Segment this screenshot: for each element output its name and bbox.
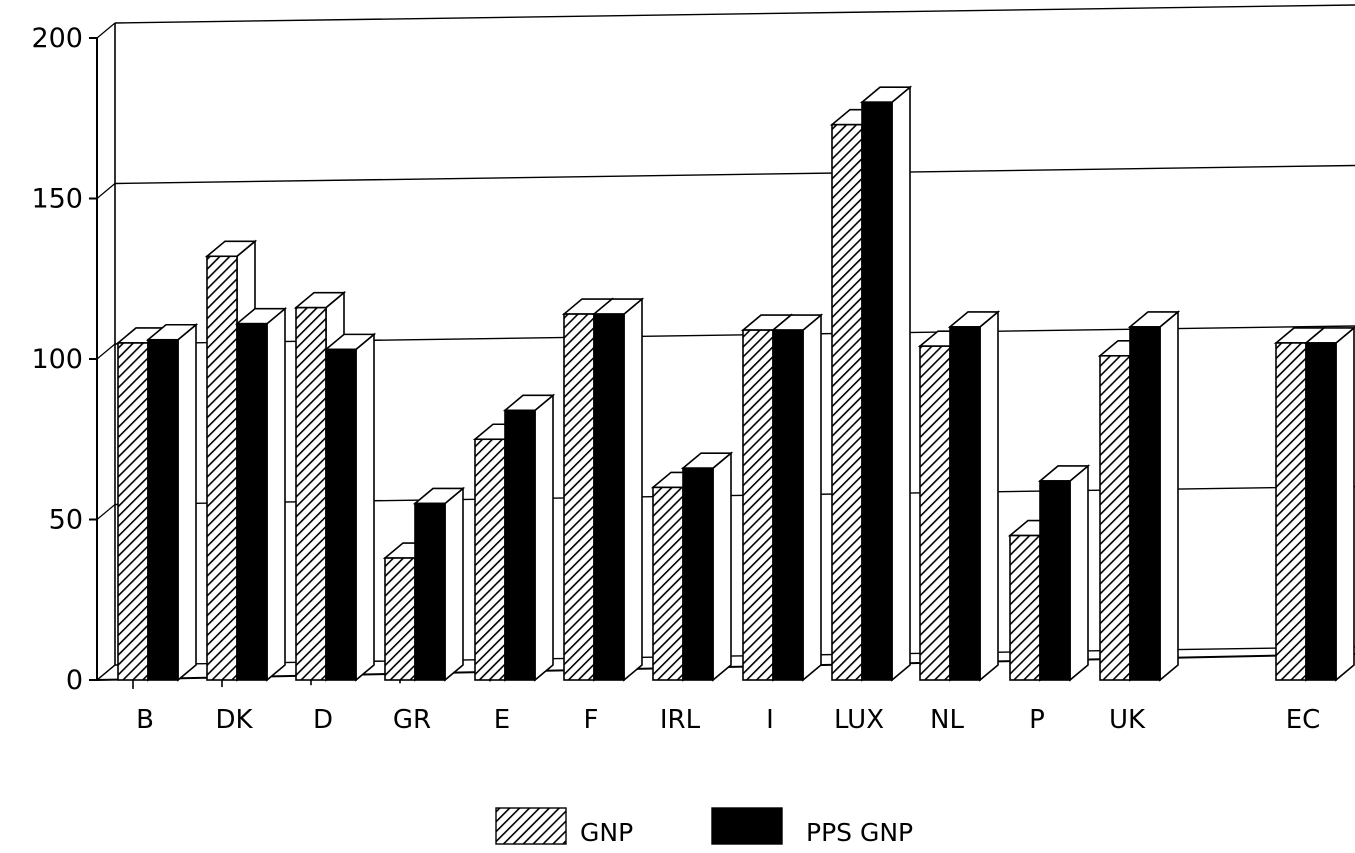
bar-side-face xyxy=(1069,464,1089,682)
x-tick-label: I xyxy=(766,705,774,735)
bar-side-face xyxy=(891,85,911,682)
y-depth-line xyxy=(96,183,116,199)
x-tick-label: P xyxy=(1029,705,1045,735)
bar-pps-gnp-b xyxy=(145,323,199,682)
bar-front-face xyxy=(1039,480,1071,681)
bar-front-face xyxy=(1099,354,1131,681)
bar-side-face xyxy=(1159,310,1179,682)
bar-front-face xyxy=(117,342,149,681)
bar-front-face xyxy=(325,348,357,681)
gridline xyxy=(114,164,1355,185)
legend: GNP PPS GNP xyxy=(495,807,913,847)
bar-pps-gnp-i xyxy=(770,313,824,682)
y-depth-line xyxy=(96,664,116,681)
y-tick-label: 150 xyxy=(31,184,83,215)
x-tick-label: IRL xyxy=(660,705,701,735)
bar-front-face xyxy=(919,345,951,681)
bar-front-face xyxy=(295,306,327,681)
bar-front-face xyxy=(652,486,684,681)
bar-front-face xyxy=(206,255,238,681)
y-tick-label: 100 xyxy=(31,344,83,375)
bar-pps-gnp-nl xyxy=(947,310,1001,682)
legend-swatch-gnp xyxy=(495,807,567,845)
y-tick-label: 200 xyxy=(31,23,83,54)
bar-side-face xyxy=(177,323,197,682)
bar-pps-gnp-irl xyxy=(680,451,734,682)
y-tick-label: 50 xyxy=(49,505,83,536)
x-tick-label: D xyxy=(313,705,333,735)
bar-side-face xyxy=(1335,326,1355,682)
bar-side-face xyxy=(355,332,375,682)
bar-front-face xyxy=(831,123,863,681)
x-tick-label: F xyxy=(584,705,599,735)
bar-pps-gnp-dk xyxy=(234,306,288,682)
bar-pps-gnp-d xyxy=(323,332,377,682)
bar-front-face xyxy=(474,438,506,681)
y-depth-line xyxy=(96,504,116,520)
bar-side-face xyxy=(623,297,643,682)
x-tick-label: LUX xyxy=(834,705,884,735)
bar-pps-gnp-f xyxy=(591,297,645,682)
gridline xyxy=(114,4,1355,24)
bar-front-face xyxy=(414,502,446,681)
legend-label-gnp: GNP xyxy=(580,818,633,847)
y-depth-line xyxy=(96,343,116,360)
bar-side-face xyxy=(444,486,464,682)
bar-pps-gnp-ec xyxy=(1303,326,1355,682)
bar-front-face xyxy=(772,329,804,681)
bar-side-face xyxy=(266,306,286,682)
bar-side-face xyxy=(712,451,732,682)
bar-front-face xyxy=(682,467,714,681)
bar-front-face xyxy=(742,329,774,681)
bar-front-face xyxy=(1305,342,1337,681)
bar-front-face xyxy=(861,101,893,681)
bar-pps-gnp-gr xyxy=(412,486,466,682)
bar-front-face xyxy=(147,338,179,681)
bar-front-face xyxy=(504,409,536,681)
x-tick-label: NL xyxy=(930,705,964,735)
bar-side-face xyxy=(979,310,999,682)
x-tick-label: UK xyxy=(1109,705,1146,735)
bar-pps-gnp-uk xyxy=(1127,310,1181,682)
x-tick-label: DK xyxy=(215,705,253,735)
bar-pps-gnp-p xyxy=(1037,464,1091,682)
x-tick-label: E xyxy=(494,705,510,735)
bar-side-face xyxy=(802,313,822,682)
bar-front-face xyxy=(1129,326,1161,681)
bar-front-face xyxy=(384,557,416,681)
bar-front-face xyxy=(949,326,981,681)
bar-pps-gnp-e xyxy=(502,393,556,682)
bar-front-face xyxy=(1275,342,1307,681)
bar-side-face xyxy=(534,393,554,682)
legend-label-pps-gnp: PPS GNP xyxy=(806,818,913,847)
x-tick-label: EC xyxy=(1286,705,1321,735)
legend-swatch-pps-gnp xyxy=(711,807,783,845)
bar-front-face xyxy=(1009,534,1041,681)
x-tick-label: B xyxy=(136,705,154,735)
y-depth-line xyxy=(96,22,116,39)
bar-front-face xyxy=(593,313,625,681)
bar-gnp-p xyxy=(1007,518,1061,682)
bar-front-face xyxy=(563,313,595,681)
bar-front-face xyxy=(236,322,268,681)
bar-pps-gnp-lux xyxy=(859,85,913,682)
x-tick-label: GR xyxy=(393,705,431,735)
y-tick-label: 0 xyxy=(66,665,83,696)
